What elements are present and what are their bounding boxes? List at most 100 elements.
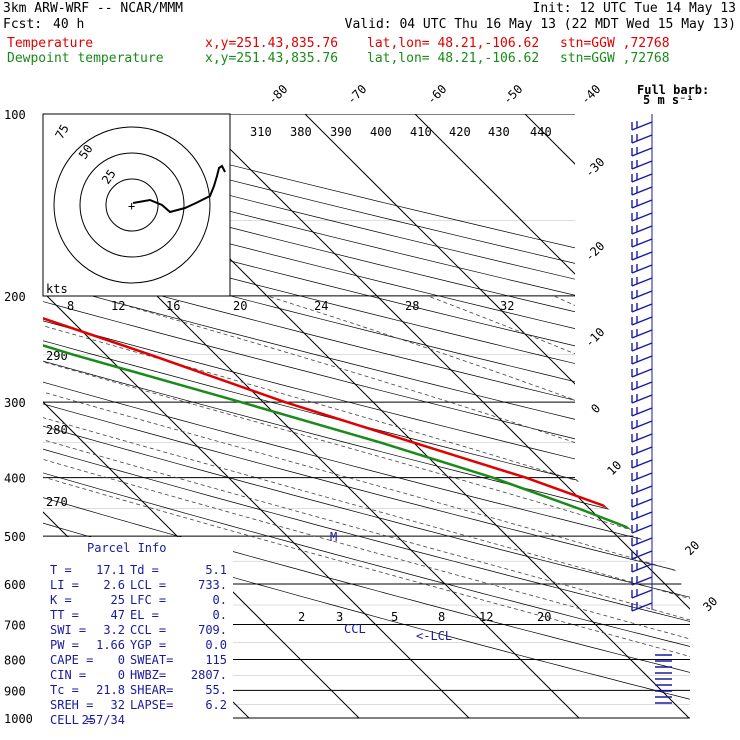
barb-legend-value: 5 m s⁻¹ <box>643 93 694 107</box>
theta-label: 270 <box>46 495 68 509</box>
pressure-tick-label: 500 <box>4 530 26 544</box>
mixing-ratio-label: 32 <box>500 299 514 313</box>
wind-barb <box>631 368 653 378</box>
hodograph-frame <box>42 113 231 297</box>
pressure-tick-label: 100 <box>4 108 26 122</box>
theta-label: 380 <box>290 125 312 139</box>
ccl-label: CCL <box>344 622 366 636</box>
parcel-row-label: LCL = <box>130 578 166 592</box>
parcel-row-value: 5.1 <box>205 563 227 577</box>
isotherm-label: -70 <box>344 82 369 107</box>
wind-barb <box>631 251 653 261</box>
hodograph-ring-label: 25 <box>99 167 119 187</box>
parcel-row-value: 6.2 <box>205 698 227 712</box>
parcel-row-label: SWEAT= <box>130 653 173 667</box>
parcel-row-value: 2807. <box>191 668 227 682</box>
dewpoint-legend-coords: x,y=251.43,835.76 <box>205 51 339 66</box>
mixing-ratio-label: 16 <box>166 299 180 313</box>
wind-barb <box>631 186 653 196</box>
dewpoint-legend-latlon: lat,lon= 48.21,-106.62 <box>367 51 540 66</box>
wind-barb <box>631 576 653 586</box>
isotherm-label: -40 <box>578 82 603 107</box>
isotherm-label: 0 <box>588 401 603 416</box>
parcel-row-value: 17.1 <box>96 563 125 577</box>
dry-adiabat-line <box>43 114 690 719</box>
parcel-row-label: SREH = <box>50 698 93 712</box>
mixing-ratio-label: 12 <box>111 299 125 313</box>
parcel-row-label: Td = <box>130 563 159 577</box>
pressure-tick-label: 1000 <box>4 712 33 726</box>
dewpoint-profile <box>43 114 690 696</box>
parcel-row-value: 709. <box>198 623 227 637</box>
parcel-row-label: LI = <box>50 578 79 592</box>
parcel-row-label: Tc = <box>50 683 79 697</box>
moist-adiabat-line <box>43 295 690 719</box>
parcel-info-title: Parcel Info <box>87 541 166 555</box>
wind-barb <box>631 589 653 599</box>
forecast-hour: 40 h <box>53 17 85 32</box>
hodograph-ring-label: 50 <box>76 142 96 162</box>
mixing-ratio-label: 8 <box>67 299 74 313</box>
wind-barb <box>631 602 653 612</box>
parcel-row-value: 3.2 <box>103 623 125 637</box>
wind-barb <box>631 290 653 300</box>
isotherm-line <box>194 114 690 719</box>
theta-label: 280 <box>46 423 68 437</box>
isotherm-line <box>414 114 690 719</box>
parcel-row-value: 0.0 <box>205 638 227 652</box>
hodograph-trace <box>132 164 226 214</box>
wind-barb <box>631 212 653 222</box>
moist-adiabat-line <box>43 295 690 719</box>
parcel-row-label: K = <box>50 593 72 607</box>
theta-label: 410 <box>410 125 432 139</box>
isotherm-label: 30 <box>700 594 720 614</box>
theta-label: 310 <box>250 125 272 139</box>
mixing-ratio-label: 20 <box>233 299 247 313</box>
wind-barb <box>631 277 653 287</box>
parcel-row-value: 21.8 <box>96 683 125 697</box>
theta-label: 400 <box>370 125 392 139</box>
wind-barb <box>631 433 653 443</box>
hodograph-ring <box>53 126 211 284</box>
isotherm-label: -20 <box>582 239 607 264</box>
temperature-profile <box>43 114 690 696</box>
isotherm-label: 20 <box>682 538 702 558</box>
moist-adiabat-line <box>43 295 690 719</box>
mixing-ratio-label: 28 <box>405 299 419 313</box>
parcel-row-label: EL = <box>130 608 159 622</box>
dry-adiabat-line <box>43 114 690 719</box>
m-marker-label: M <box>330 530 337 544</box>
pressure-tick-label: 400 <box>4 472 26 486</box>
hodograph-center-mark: + <box>128 199 135 213</box>
pressure-tick-label: 300 <box>4 396 26 410</box>
dry-adiabat-line <box>43 114 690 719</box>
wind-barb <box>631 394 653 404</box>
dry-adiabat-line <box>43 114 690 719</box>
parcel-row-label: CCL = <box>130 623 166 637</box>
hodograph-ring-label: 75 <box>52 122 71 142</box>
wind-barb <box>631 134 653 144</box>
parcel-row-value: 55. <box>205 683 227 697</box>
pressure-tick-label: 800 <box>4 653 26 667</box>
wind-barb <box>631 498 653 508</box>
wind-barb <box>631 160 653 170</box>
wind-barb <box>631 342 653 352</box>
lcl-label: <-LCL <box>416 629 452 643</box>
init-time: Init: 12 UTC Tue 14 May 13 <box>532 1 737 16</box>
hodograph-ring <box>79 152 185 258</box>
wind-barb <box>631 446 653 456</box>
hodograph-units-label: kts <box>46 282 68 296</box>
parcel-row-value: 257/34 <box>82 713 125 727</box>
wind-barb <box>631 420 653 430</box>
parcel-row-value: 733. <box>198 578 227 592</box>
forecast-label: Fcst: <box>3 17 43 32</box>
parcel-row-value: 25 <box>111 593 125 607</box>
isotherm-label: 10 <box>604 458 624 478</box>
wind-barb <box>631 316 653 326</box>
theta-label: 440 <box>530 125 552 139</box>
parcel-row-label: HWBZ= <box>130 668 166 682</box>
isotherm-label: -10 <box>582 325 607 350</box>
wind-barb <box>631 355 653 365</box>
wind-barb <box>631 225 653 235</box>
hodograph-ring <box>105 178 159 232</box>
